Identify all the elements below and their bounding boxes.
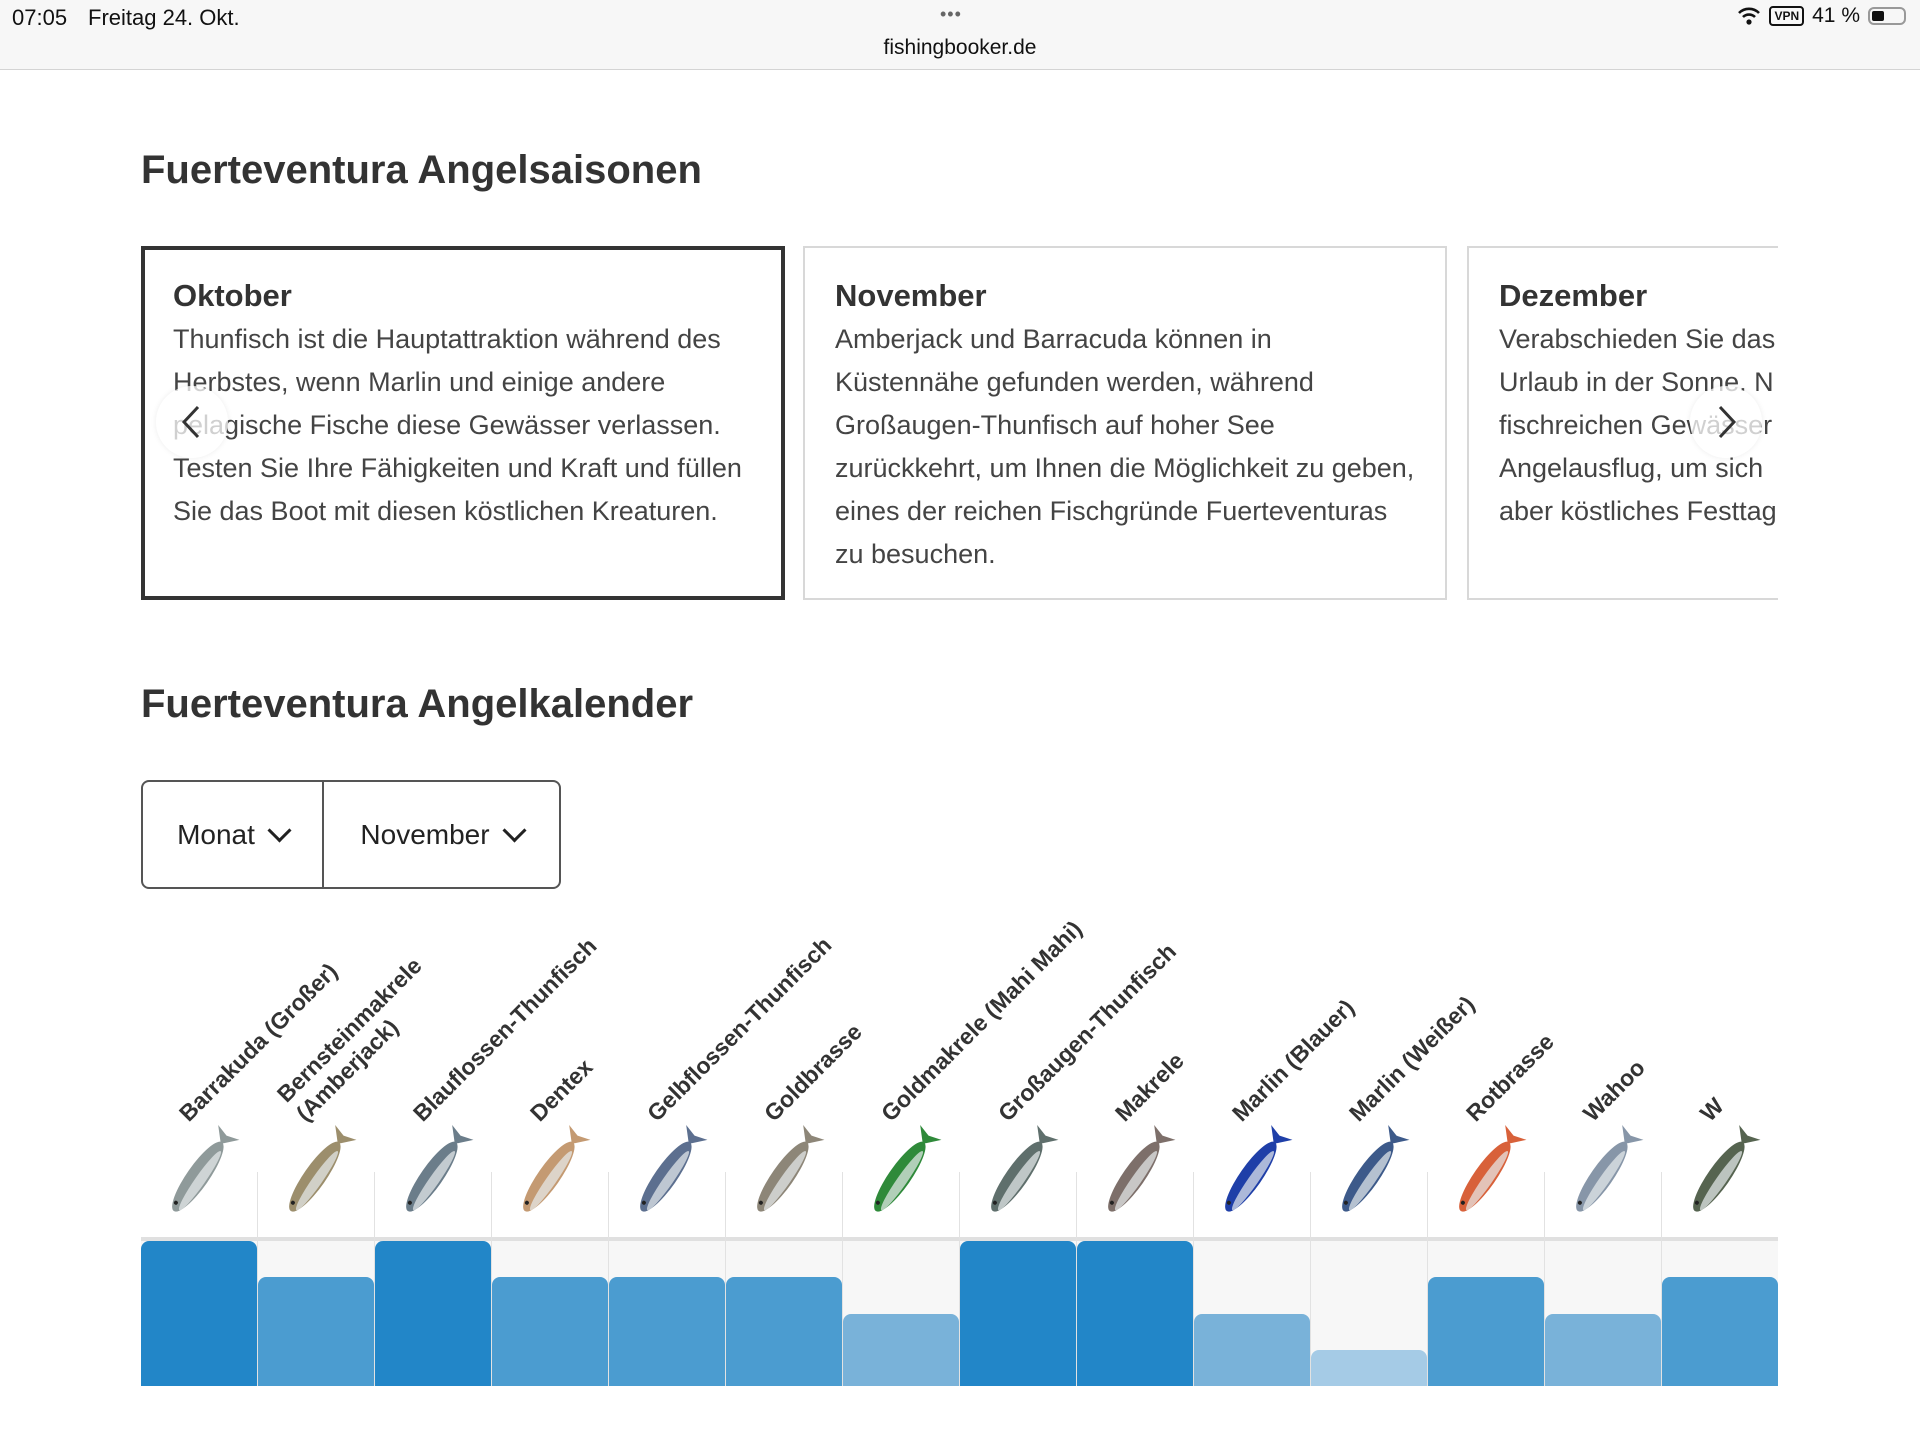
fish-name: Wahoo: [1577, 1054, 1650, 1127]
gridline: [257, 1172, 258, 1386]
gridline: [374, 1172, 375, 1386]
filter-type-label: Monat: [177, 818, 255, 850]
season-card-oktober[interactable]: Oktober Thunfisch ist die Hauptattraktio…: [141, 246, 785, 600]
filter-type-dropdown[interactable]: Monat: [143, 782, 324, 887]
fish-label: Makrele: [1110, 1047, 1190, 1127]
fish-icon: [1576, 1124, 1644, 1212]
season-bar[interactable]: [258, 1277, 374, 1386]
fish-column[interactable]: Barrakuda (Großer): [141, 900, 342, 1390]
fish-column[interactable]: Marlin (Weißer): [1311, 900, 1479, 1390]
season-card-november[interactable]: November Amberjack und Barracuda können …: [803, 246, 1447, 600]
battery-percent: 41 %: [1812, 4, 1860, 27]
fish-column[interactable]: Rotbrasse: [1428, 900, 1559, 1390]
battery-fill: [1872, 11, 1885, 21]
fish-column[interactable]: Goldmakrele (Mahi Mahi): [843, 900, 1087, 1390]
status-bar: 07:05 Freitag 24. Okt. ••• fishingbooker…: [0, 0, 1920, 70]
season-bar[interactable]: [1311, 1349, 1427, 1386]
url-bar[interactable]: fishingbooker.de: [883, 36, 1037, 59]
gridline: [1076, 1172, 1077, 1386]
gridline: [725, 1172, 726, 1386]
fish-column[interactable]: Blauflossen-Thunfisch: [375, 900, 602, 1390]
chevron-right-icon: [1718, 405, 1737, 439]
fish-column[interactable]: Großaugen-Thunfisch: [960, 900, 1181, 1390]
gridline: [491, 1172, 492, 1386]
season-bar[interactable]: [1545, 1313, 1661, 1386]
fish-icon: [1225, 1124, 1293, 1212]
gridline: [608, 1172, 609, 1386]
wifi-icon: [1738, 7, 1761, 25]
fish-label: Dentex: [525, 1054, 598, 1127]
seasons-heading: Fuerteventura Angelsaisonen: [141, 148, 702, 192]
fish-icon: [1108, 1124, 1176, 1212]
fish-icon: [757, 1124, 825, 1212]
calendar-filters: Monat November: [141, 780, 561, 889]
season-bar[interactable]: [960, 1241, 1076, 1386]
chevron-down-icon: [267, 818, 292, 843]
card-title: Dezember: [1499, 278, 1648, 313]
gridline: [1310, 1172, 1311, 1386]
fish-icon: [1459, 1124, 1527, 1212]
season-bar[interactable]: [843, 1313, 959, 1386]
fish-name: Dentex: [524, 1053, 598, 1127]
carousel-prev-button[interactable]: [156, 386, 228, 458]
gridline: [1193, 1172, 1194, 1386]
gridline: [959, 1172, 960, 1386]
fishing-calendar-chart: Barrakuda (Großer) Bernsteinmakrele (Amber…: [141, 900, 1778, 1390]
fish-icon: [1693, 1124, 1761, 1212]
month-label: November: [360, 818, 490, 850]
clock: 07:05: [12, 5, 68, 30]
season-bar[interactable]: [609, 1277, 725, 1386]
chevron-down-icon: [502, 818, 527, 843]
card-text: Amberjack und Barracuda können in Küsten…: [835, 324, 1415, 569]
fish-column[interactable]: Marlin (Blauer): [1194, 900, 1359, 1390]
gridline: [1661, 1172, 1662, 1386]
vpn-badge: VPN: [1769, 6, 1805, 26]
card-text: Thunfisch ist die Hauptattraktion währen…: [173, 324, 742, 526]
fish-icon: [640, 1124, 708, 1212]
fish-icon: [1342, 1124, 1410, 1212]
fish-icon: [172, 1124, 240, 1212]
fish-icon: [523, 1124, 591, 1212]
more-dots-icon[interactable]: •••: [940, 4, 962, 24]
fish-icon: [874, 1124, 942, 1212]
fish-label: Wahoo: [1578, 1054, 1651, 1127]
fish-column[interactable]: Goldbrasse: [726, 900, 867, 1390]
season-bar[interactable]: [375, 1241, 491, 1386]
season-bar[interactable]: [726, 1277, 842, 1386]
fish-icon: [289, 1124, 357, 1212]
season-bar[interactable]: [1077, 1241, 1193, 1386]
fish-column[interactable]: Gelbflossen-Thunfisch: [609, 900, 836, 1390]
date: Freitag 24. Okt.: [88, 5, 240, 30]
fish-column[interactable]: W: [1662, 900, 1778, 1390]
fish-column[interactable]: Makrele: [1077, 900, 1194, 1390]
card-title: November: [835, 278, 987, 313]
season-bar[interactable]: [141, 1241, 257, 1386]
gridline: [842, 1172, 843, 1386]
battery-icon: [1868, 7, 1906, 25]
season-bar[interactable]: [1194, 1313, 1310, 1386]
gridline: [1427, 1172, 1428, 1386]
fish-name: Makrele: [1109, 1047, 1189, 1127]
card-title: Oktober: [173, 278, 292, 313]
fish-icon: [991, 1124, 1059, 1212]
calendar-heading: Fuerteventura Angelkalender: [141, 682, 694, 726]
carousel-next-button[interactable]: [1690, 386, 1762, 458]
fish-icon: [406, 1124, 474, 1212]
chevron-left-icon: [181, 405, 200, 439]
season-bar[interactable]: [492, 1277, 608, 1386]
fish-column[interactable]: Wahoo: [1545, 900, 1662, 1390]
season-bar[interactable]: [1428, 1277, 1544, 1386]
fish-column[interactable]: Dentex: [492, 900, 609, 1390]
seasons-carousel: Oktober Thunfisch ist die Hauptattraktio…: [141, 246, 1778, 602]
season-bar[interactable]: [1662, 1277, 1778, 1386]
fish-column[interactable]: Bernsteinmakrele (Amberjack): [258, 900, 427, 1390]
gridline: [1544, 1172, 1545, 1386]
month-dropdown[interactable]: November: [324, 782, 559, 887]
